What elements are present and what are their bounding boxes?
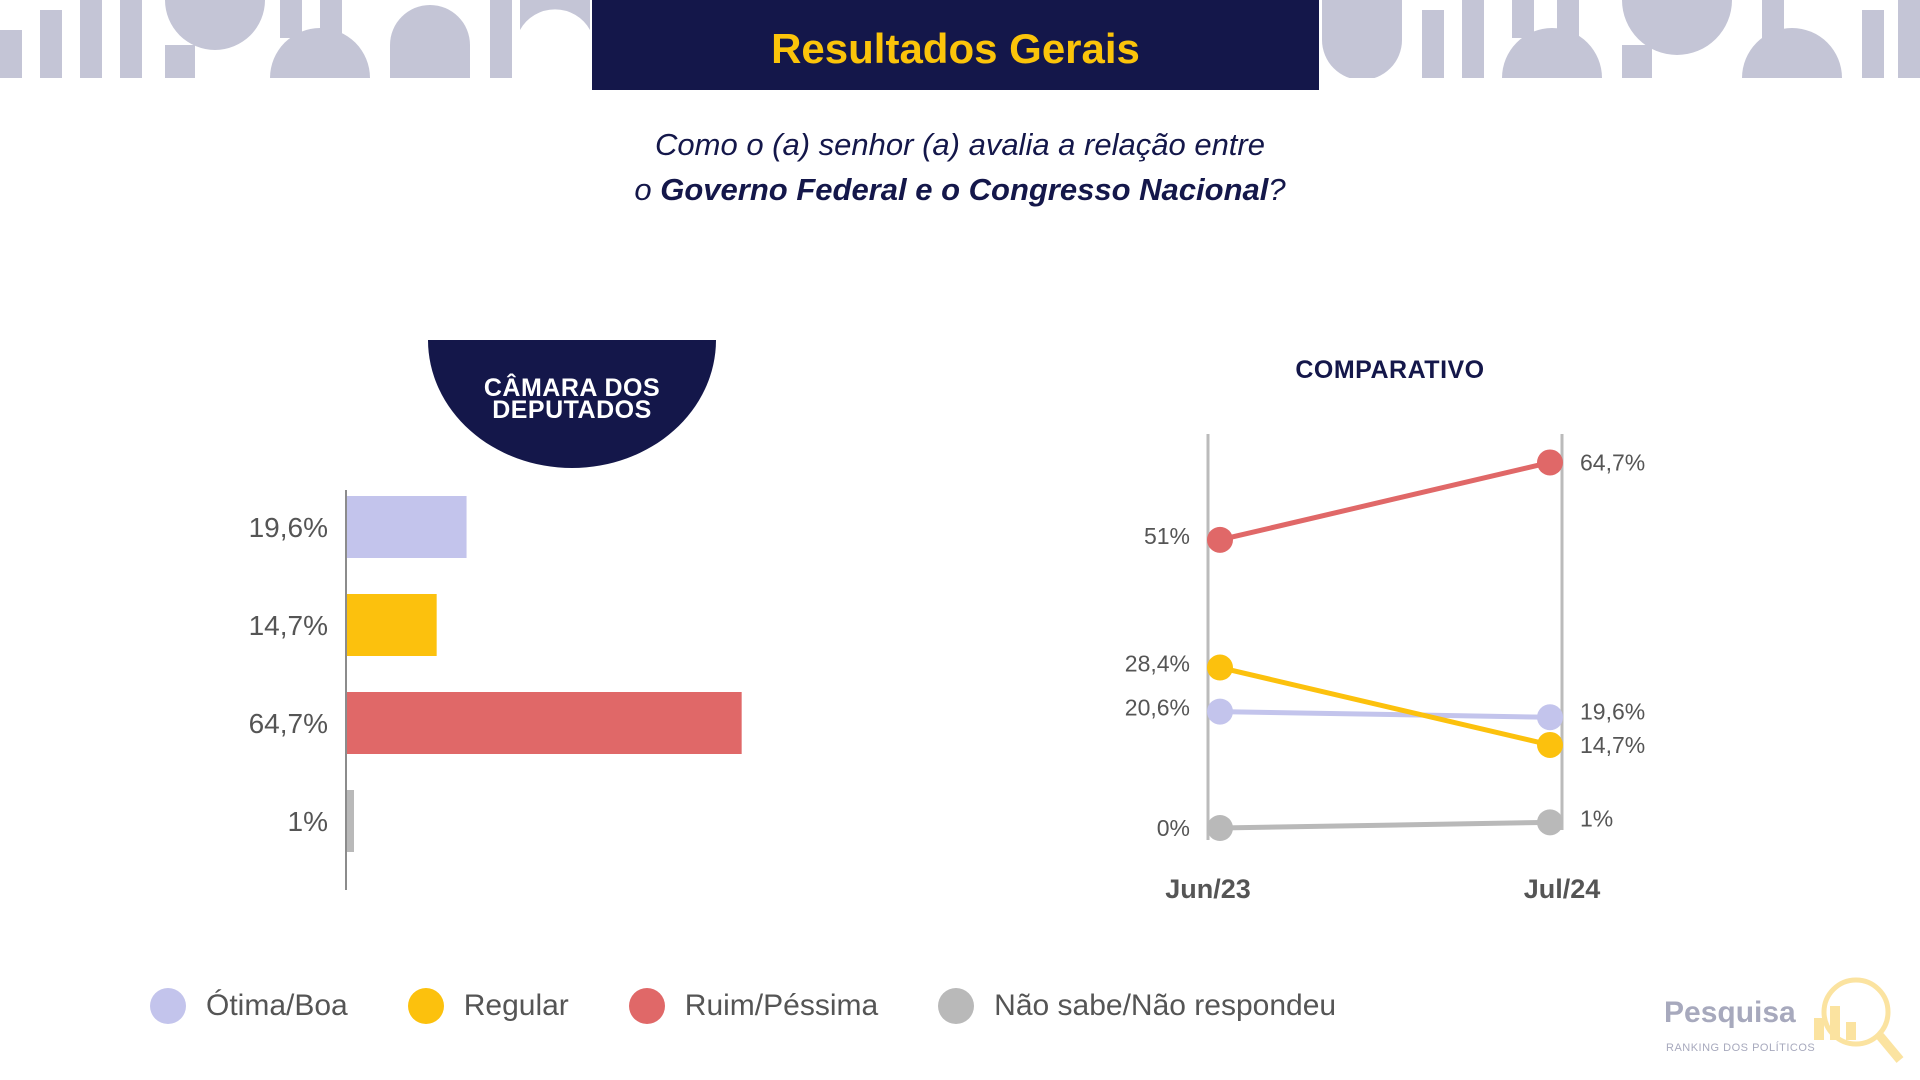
series-point — [1537, 731, 1563, 758]
series-line — [1219, 709, 1551, 720]
comparativo-title: COMPARATIVO — [1295, 356, 1485, 384]
legend-label: Não sabe/Não respondeu — [994, 989, 1337, 1022]
legend-item: Ótima/Boa — [150, 988, 348, 1024]
bar — [347, 692, 742, 754]
logo-text: Pesquisa — [1664, 996, 1796, 1029]
series-line — [1219, 819, 1551, 831]
legend-label: Ruim/Péssima — [684, 989, 879, 1022]
decorative-pattern-right — [1322, 0, 1920, 78]
series-point — [1207, 698, 1233, 725]
line-value-label: 1% — [1580, 805, 1613, 831]
bar — [347, 594, 437, 656]
legend-label: Ótima/Boa — [206, 989, 348, 1022]
legend-swatch — [628, 988, 665, 1024]
series-point — [1207, 526, 1233, 553]
title-banner: Resultados Gerais — [592, 0, 1319, 90]
line-value-label: 20,6% — [1125, 695, 1190, 721]
magnifier-chart-icon — [1814, 977, 1904, 1063]
camara-badge-line-2: DEPUTADOS — [492, 396, 652, 424]
question-line-2-prefix: o — [634, 172, 661, 207]
bar-chart: 19,6% 14,7% 64,7% 1% — [249, 490, 742, 890]
series-line — [1219, 460, 1551, 543]
legend-item: Não sabe/Não respondeu — [938, 988, 1336, 1024]
bar — [347, 790, 354, 852]
legend-swatch — [938, 988, 975, 1024]
bar-value-label: 1% — [288, 806, 328, 837]
legend-swatch — [150, 988, 186, 1024]
bar-value-label: 14,7% — [249, 610, 328, 641]
series-point — [1207, 654, 1233, 681]
line-value-label: 19,6% — [1580, 698, 1645, 724]
line-value-label: 14,7% — [1580, 732, 1645, 758]
line-chart: 20,6% 19,6% 28,4% 14,7% 51% 64,7% 0% 1% Jun/23 Ju… — [1125, 434, 1645, 904]
camara-badge-line-1: CÂMARA DOS — [483, 374, 661, 402]
series-point — [1537, 704, 1563, 731]
line-value-label: 51% — [1144, 523, 1190, 549]
bar-value-label: 64,7% — [249, 708, 328, 739]
line-value-label: 0% — [1157, 815, 1190, 841]
bar-value-label: 19,6% — [249, 512, 328, 543]
series-line — [1219, 665, 1551, 748]
logo-subtext: RANKING DOS POLÍTICOS — [1666, 1042, 1816, 1054]
question-line-2-emphasis: Governo Federal e o Congresso Nacional — [660, 172, 1269, 207]
x-tick-label: Jul/24 — [1524, 874, 1601, 904]
series-point — [1537, 449, 1563, 476]
series-point — [1207, 815, 1233, 841]
pesquisa-logo: Pesquisa RANKING DOS POLÍTICOS — [1664, 976, 1914, 1076]
line-value-label: 64,7% — [1580, 449, 1645, 475]
legend-item: Regular — [407, 988, 569, 1024]
bar — [347, 496, 467, 558]
survey-question: Como o (a) senhor (a) avalia a relação e… — [560, 122, 1360, 212]
decorative-pattern-left — [0, 0, 590, 78]
question-line-2: o Governo Federal e o Congresso Nacional… — [560, 167, 1360, 212]
series-point — [1537, 809, 1563, 836]
x-tick-label: Jun/23 — [1165, 874, 1251, 904]
page-title: Resultados Gerais — [771, 25, 1140, 72]
question-line-2-suffix: ? — [1268, 172, 1286, 207]
camara-badge: CÂMARA DOS DEPUTADOS — [428, 340, 716, 468]
legend-item: Ruim/Péssima — [628, 988, 879, 1024]
line-value-label: 28,4% — [1125, 651, 1190, 677]
question-line-1: Como o (a) senhor (a) avalia a relação e… — [655, 127, 1265, 162]
legend-swatch — [407, 988, 444, 1024]
legend-label: Regular — [463, 989, 569, 1022]
chart-legend: Ótima/Boa Regular Ruim/Péssima Não sabe/Não… — [150, 988, 1396, 1024]
